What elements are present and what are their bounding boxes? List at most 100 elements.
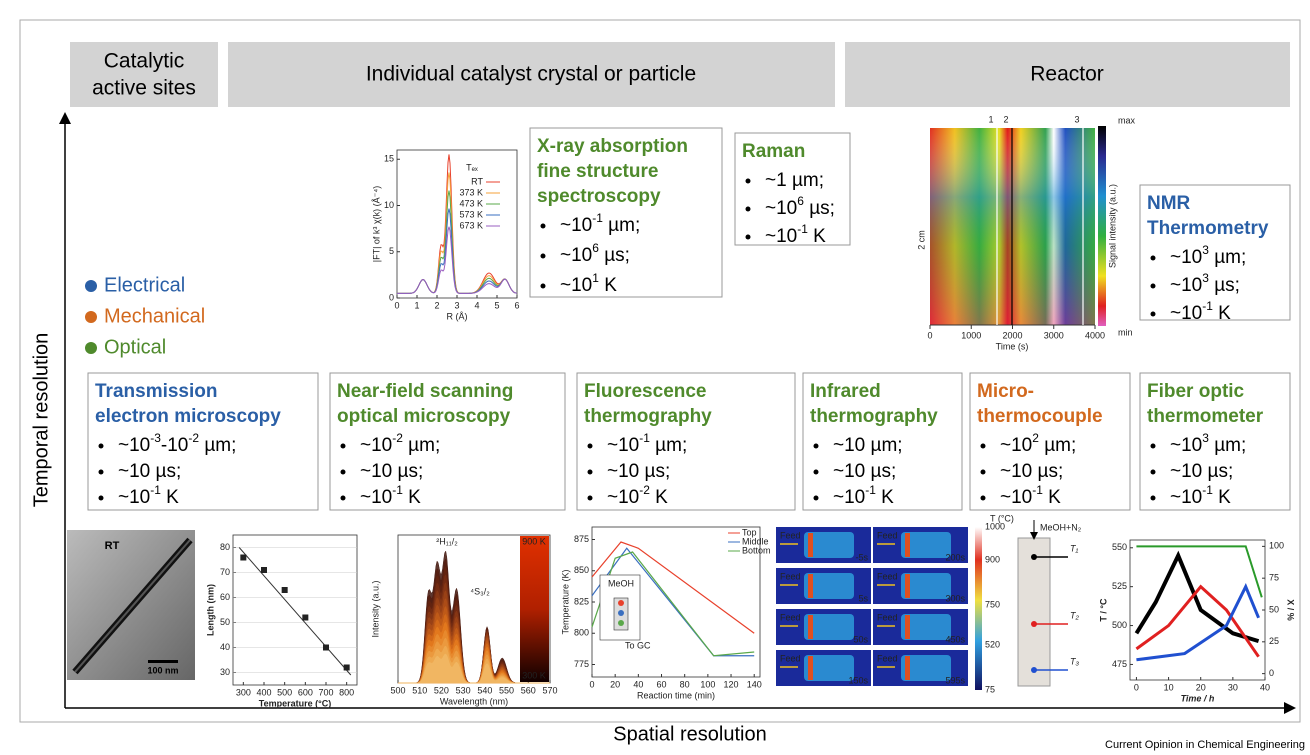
plot-frame (233, 535, 357, 685)
bullet-segment: ~1 µm; (765, 170, 824, 191)
technique-title: thermometer (1147, 406, 1264, 427)
y-axis-label: 2 cm (916, 230, 926, 250)
y-tick-label: 875 (574, 534, 589, 544)
scale-bar (148, 660, 178, 663)
y2-tick-label: 25 (1269, 636, 1279, 646)
x-tick-label: 3 (454, 300, 459, 310)
ir-hot (905, 574, 910, 598)
axis-title: Spatial resolution (613, 723, 766, 745)
technique-title: Micro- (977, 381, 1034, 402)
bullet (99, 496, 104, 501)
legend-label: Optical (104, 336, 166, 358)
bullet-segment: µm; (1039, 435, 1076, 456)
bullet-segment: ~10 (1170, 275, 1202, 296)
technique-title: thermocouple (977, 406, 1103, 427)
y2-tick-label: 100 (1269, 541, 1284, 551)
x-tick-label: 40 (633, 679, 643, 689)
bullet (588, 470, 593, 475)
technique-title: Transmission (95, 381, 218, 402)
header-text: Catalytic (104, 50, 185, 73)
x-tick-label: 530 (456, 685, 471, 695)
ir-hot (905, 615, 910, 639)
x-tick-label: 20 (610, 679, 620, 689)
x-axis-label: Time / h (1181, 693, 1215, 703)
bullet (99, 470, 104, 475)
time-label: 200s (945, 552, 965, 562)
bullet-segment: µs; (1209, 275, 1240, 296)
technique-title: fine structure (537, 161, 658, 182)
bullet-segment: µm; (1209, 435, 1246, 456)
exafs-curve (397, 209, 517, 294)
x-tick-label: 560 (521, 685, 536, 695)
feed-label: Feed (877, 612, 898, 622)
x-tick-label: 0 (589, 679, 594, 689)
technique-title: Thermometry (1147, 218, 1269, 239)
bullet-segment: -10 (161, 435, 188, 456)
y-tick-label: 525 (1112, 581, 1127, 591)
x-tick-label: 100 (700, 679, 715, 689)
bullet (541, 284, 546, 289)
feed-label: Feed (877, 530, 898, 540)
bullet-segment: ~10 µm; (833, 435, 903, 456)
bullet (1151, 444, 1156, 449)
x-tick-label: 1000 (961, 330, 981, 340)
bullet-text: ~102 µm; (1000, 431, 1076, 456)
bullet (814, 470, 819, 475)
bullet-segment: ~10 (118, 487, 150, 508)
y-tick-label: 550 (1112, 542, 1127, 552)
marker-label: 3 (1074, 114, 1079, 124)
fit-line (239, 548, 351, 676)
header-text: Reactor (1030, 63, 1104, 86)
bullet-segment: K (1213, 487, 1231, 508)
bullet-segment: -1 (797, 222, 808, 236)
legend-label: RT (471, 176, 483, 186)
bullet-segment: -2 (392, 431, 403, 445)
inset-dot (618, 610, 624, 616)
legend-title: Tₑₓ (466, 162, 478, 172)
figure: Catalyticactive sitesIndividual catalyst… (0, 0, 1310, 755)
tem-label: RT (105, 540, 120, 552)
bullet-text: ~10-3-10-2 µm; (118, 431, 236, 456)
probe-label: T₁ (1070, 543, 1078, 553)
x-axis-label: Temperature (°C) (259, 698, 331, 708)
bullet-segment: ~10 (1170, 303, 1202, 324)
peak-label: ²H₁₁/₂ (436, 536, 458, 546)
bullet-segment: K (599, 275, 617, 296)
bullet-segment: -1 (592, 211, 603, 225)
x-tick-label: 570 (542, 685, 557, 695)
bullet-text: ~10-1 K (765, 222, 826, 247)
bullet-segment: ~10 (360, 487, 392, 508)
x-tick-label: 4000 (1085, 330, 1105, 340)
bullet-segment: K (1043, 487, 1061, 508)
legend-label: 573 K (459, 209, 483, 219)
bullet (814, 496, 819, 501)
probe-label: T₂ (1070, 610, 1079, 620)
technique-title: thermography (584, 406, 712, 427)
bullet-segment: ~10 (360, 435, 392, 456)
technique-title: X-ray absorption (537, 136, 688, 157)
bullet-segment: µm; (650, 435, 687, 456)
x-tick-label: 80 (680, 679, 690, 689)
bullet-text: ~10-1 K (1170, 299, 1231, 324)
bullet-segment: K (161, 487, 179, 508)
colorbar-tick: 75 (985, 684, 995, 694)
x-tick-label: 800 (339, 687, 354, 697)
bullet-segment: K (808, 226, 826, 247)
exafs-curve (397, 173, 517, 294)
bullet-segment: µm; (603, 215, 640, 236)
x-tick-label: 1 (414, 300, 419, 310)
x-tick-label: 60 (657, 679, 667, 689)
bullet-segment: µs; (804, 198, 835, 219)
bullet-text: ~1 µm; (765, 170, 824, 191)
x-tick-label: 10 (1164, 682, 1174, 692)
bullet-segment: ~10 (560, 275, 592, 296)
x-tick-label: 20 (1196, 682, 1206, 692)
bullet-segment: -1 (865, 483, 876, 497)
bullet-segment: -2 (639, 483, 650, 497)
y-tick-label: 60 (220, 592, 230, 602)
x-tick-label: 5 (494, 300, 499, 310)
y-tick-label: 775 (574, 659, 589, 669)
ir-hot (808, 615, 813, 639)
x-tick-label: 6 (514, 300, 519, 310)
x-tick-label: 500 (277, 687, 292, 697)
